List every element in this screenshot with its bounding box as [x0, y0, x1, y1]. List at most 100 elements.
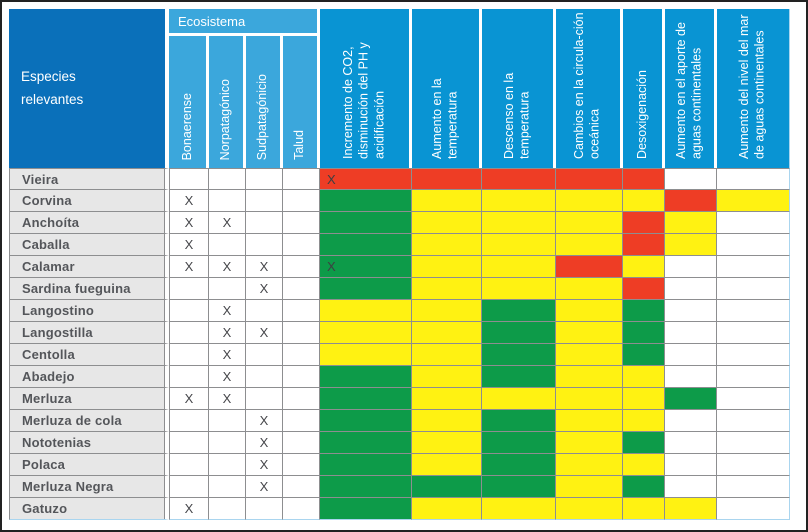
table-row: Sardina fueguina X: [9, 278, 790, 300]
impact-level-cell: [717, 454, 790, 476]
species-label: Sardina fueguina: [9, 278, 169, 300]
impact-level-cell: [482, 256, 556, 278]
ecosystem-mark-cell: [283, 344, 320, 366]
impact-level-cell: [412, 278, 482, 300]
impact-level-cell: [482, 454, 556, 476]
impact-level-cell: [482, 432, 556, 454]
ecosystem-mark-cell: [169, 168, 209, 190]
ecosystem-mark-cell: [169, 366, 209, 388]
ecosystem-mark-cell: [209, 476, 246, 498]
impact-level-cell: [320, 234, 412, 256]
ecosystem-header-group: Ecosistema Bonaerense Norpatagónico Sudp…: [169, 9, 320, 168]
impact-level-cell: [482, 234, 556, 256]
impact-level-cell: [556, 476, 623, 498]
impact-level-cell: [320, 190, 412, 212]
impact-level-cell: [320, 344, 412, 366]
impact-level-cell: [412, 454, 482, 476]
table-row: Calamar X X X X: [9, 256, 790, 278]
impact-level-cell: [717, 498, 790, 520]
impact-level-cell: [623, 344, 665, 366]
impact-level-cell: [623, 234, 665, 256]
ecosystem-mark-cell: [246, 344, 283, 366]
species-label: Corvina: [9, 190, 169, 212]
table-row: Merluza Negra X: [9, 476, 790, 498]
impact-level-cell: [665, 190, 717, 212]
col-header-norpatagonico: Norpatagónico: [209, 36, 246, 168]
impact-level-cell: [482, 300, 556, 322]
col-header-bonaerense: Bonaerense: [169, 36, 209, 168]
col-header-talud: Talud: [283, 36, 320, 168]
impact-level-cell: [412, 344, 482, 366]
col-header-continental-water-input: Aumento en el aporte de aguas continenta…: [665, 9, 717, 168]
table-row: Anchoíta X X: [9, 212, 790, 234]
ecosystem-mark-cell: X: [246, 454, 283, 476]
impact-level-cell: [665, 388, 717, 410]
impact-level-cell: [482, 410, 556, 432]
ecosystem-mark-cell: [246, 190, 283, 212]
ecosystem-mark-cell: X: [169, 234, 209, 256]
impact-level-cell: [623, 190, 665, 212]
impact-level-cell: [665, 410, 717, 432]
ecosystem-mark-cell: [209, 168, 246, 190]
table-row: Centolla X: [9, 344, 790, 366]
impact-level-cell: [412, 432, 482, 454]
impact-level-cell: [556, 212, 623, 234]
ecosystem-mark-cell: [209, 410, 246, 432]
ecosystem-mark-cell: [283, 234, 320, 256]
impact-level-cell: [717, 212, 790, 234]
ecosystem-mark-cell: X: [169, 256, 209, 278]
ecosystem-mark-cell: [246, 498, 283, 520]
ecosystem-mark-cell: [169, 432, 209, 454]
impact-level-cell: [717, 256, 790, 278]
ecosystem-mark-cell: [283, 454, 320, 476]
col-header-deoxygenation: Desoxigenación: [623, 9, 665, 168]
impact-level-cell: [665, 322, 717, 344]
impact-level-cell: X: [320, 168, 412, 190]
impact-level-cell: [623, 278, 665, 300]
ecosystem-mark-cell: [209, 278, 246, 300]
impact-level-cell: [320, 212, 412, 234]
impact-level-cell: [412, 476, 482, 498]
ecosystem-mark-cell: [209, 190, 246, 212]
species-label: Calamar: [9, 256, 169, 278]
species-label: Gatuzo: [9, 498, 169, 520]
impact-level-cell: [623, 366, 665, 388]
impact-level-cell: [482, 498, 556, 520]
impact-level-cell: [482, 168, 556, 190]
ecosystem-mark-cell: X: [169, 212, 209, 234]
table-row: Merluza X X: [9, 388, 790, 410]
impact-level-cell: [320, 300, 412, 322]
impact-level-cell: [320, 388, 412, 410]
impact-level-cell: [320, 476, 412, 498]
impact-level-cell: [623, 454, 665, 476]
table-row: Langostino X: [9, 300, 790, 322]
col-header-temperature-decrease: Descenso en la temperatura: [482, 9, 556, 168]
impact-level-cell: [717, 366, 790, 388]
ecosystem-mark-cell: [209, 498, 246, 520]
table-row: Gatuzo X: [9, 498, 790, 520]
impact-level-cell: [623, 476, 665, 498]
impact-level-cell: [623, 300, 665, 322]
impact-level-cell: [717, 476, 790, 498]
table-row: Merluza de cola X: [9, 410, 790, 432]
impact-level-cell: [556, 454, 623, 476]
impact-level-cell: [717, 410, 790, 432]
impact-level-cell: [412, 212, 482, 234]
ecosystem-mark-cell: [246, 212, 283, 234]
species-label: Centolla: [9, 344, 169, 366]
impact-level-cell: [412, 234, 482, 256]
ecosystem-mark-cell: X: [209, 388, 246, 410]
impact-level-cell: [665, 256, 717, 278]
impact-level-cell: [412, 300, 482, 322]
impact-level-cell: [665, 498, 717, 520]
impact-level-cell: [665, 212, 717, 234]
table-row: Vieira X: [9, 168, 790, 190]
impact-level-cell: [482, 278, 556, 300]
impact-level-cell: [556, 300, 623, 322]
ecosystem-mark-cell: [283, 476, 320, 498]
impact-level-cell: [412, 322, 482, 344]
impact-level-cell: [482, 388, 556, 410]
impact-level-cell: [717, 168, 790, 190]
impact-level-cell: [556, 168, 623, 190]
